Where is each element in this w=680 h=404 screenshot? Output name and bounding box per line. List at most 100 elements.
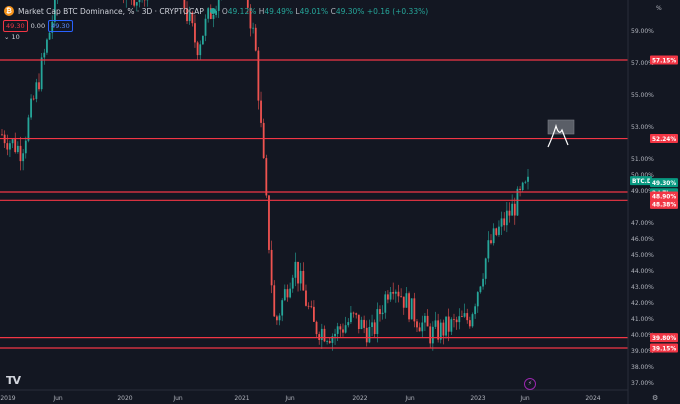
time-axis[interactable]: 2019 Jun 2020 Jun 2021 Jun 2022 Jun 2023 Jun 2024 bbox=[0, 395, 600, 402]
candle bbox=[527, 176, 529, 182]
candle bbox=[471, 314, 474, 327]
candle bbox=[384, 294, 387, 313]
volume-indicator[interactable]: ⌄ 10 bbox=[4, 33, 20, 41]
candle bbox=[357, 314, 360, 329]
candle bbox=[397, 291, 400, 297]
candle bbox=[355, 313, 358, 315]
price-badge-label: 39.15% bbox=[652, 346, 676, 352]
sell-button[interactable]: 49.30 bbox=[3, 20, 28, 32]
candle bbox=[326, 341, 329, 342]
candle bbox=[30, 98, 32, 118]
time-tick-label: 2023 bbox=[470, 395, 485, 402]
candle bbox=[262, 122, 265, 159]
candle bbox=[344, 325, 347, 333]
price-tick-label: 59.00% bbox=[631, 28, 654, 35]
buy-button[interactable]: 49.30 bbox=[48, 20, 73, 32]
candle bbox=[212, 14, 215, 19]
candle bbox=[524, 181, 527, 183]
gear-icon[interactable]: ⚙ bbox=[652, 394, 658, 402]
tradingview-logo-icon[interactable]: TV bbox=[6, 374, 21, 387]
candle bbox=[302, 270, 305, 291]
candle bbox=[431, 326, 434, 344]
candle bbox=[429, 326, 432, 344]
candle bbox=[490, 240, 492, 244]
candle bbox=[410, 298, 413, 320]
candle bbox=[268, 195, 270, 250]
price-tick-label: 53.00% bbox=[631, 124, 654, 131]
candle bbox=[482, 278, 484, 287]
candle bbox=[246, 0, 249, 8]
candle bbox=[408, 293, 410, 320]
candle bbox=[217, 0, 220, 11]
candle bbox=[310, 306, 313, 308]
candle bbox=[413, 298, 416, 322]
candle bbox=[442, 322, 445, 336]
candle bbox=[315, 321, 318, 335]
candle bbox=[286, 289, 289, 298]
candle bbox=[51, 21, 54, 33]
candle bbox=[40, 57, 43, 90]
candle bbox=[445, 316, 447, 336]
time-tick-label: 2022 bbox=[352, 395, 367, 402]
candle bbox=[283, 289, 286, 301]
price-badge bbox=[650, 55, 678, 65]
price-badge bbox=[650, 199, 678, 209]
candle bbox=[402, 296, 405, 308]
time-tick-label: 2024 bbox=[585, 395, 600, 402]
price-badge bbox=[650, 343, 678, 353]
candle bbox=[371, 322, 373, 328]
time-tick-label: Jun bbox=[172, 395, 183, 402]
candle bbox=[27, 117, 30, 141]
candle bbox=[320, 328, 323, 340]
candle bbox=[252, 27, 255, 29]
candle bbox=[379, 309, 381, 315]
candle bbox=[365, 327, 368, 343]
candle bbox=[476, 292, 479, 307]
candle bbox=[35, 82, 38, 99]
candle bbox=[455, 319, 458, 323]
candle bbox=[513, 203, 516, 216]
candle bbox=[294, 261, 297, 278]
axis-unit-label: % bbox=[656, 5, 662, 12]
candle bbox=[194, 23, 196, 43]
candle bbox=[463, 313, 466, 317]
candle bbox=[479, 286, 482, 293]
candle bbox=[191, 12, 194, 24]
candle bbox=[1, 134, 3, 136]
price-badge-label: 48.90% bbox=[652, 194, 676, 200]
candle bbox=[22, 153, 25, 162]
candle bbox=[260, 100, 262, 123]
chart-header: ₿ Market Cap BTC Dominance, % · 3D · CRY… bbox=[4, 4, 428, 18]
ohlc-readout: O49.12% H49.49% L49.01% C49.30% +0.16 (+… bbox=[221, 6, 429, 16]
price-tick-label: 37.00% bbox=[631, 380, 654, 387]
candle bbox=[16, 145, 19, 153]
lightning-icon[interactable]: ⚡ bbox=[524, 378, 536, 390]
horizontal-levels[interactable] bbox=[0, 59, 628, 349]
candle bbox=[265, 158, 268, 196]
price-tick-label: 57.00% bbox=[631, 60, 654, 67]
candle bbox=[376, 309, 379, 335]
candle bbox=[6, 143, 9, 150]
candle bbox=[389, 291, 392, 300]
price-tick-label: 43.00% bbox=[631, 284, 654, 291]
candle bbox=[215, 10, 218, 15]
candle bbox=[453, 319, 455, 321]
price-axis[interactable]: % 59.00% 57.00% 55.00% 53.00% 51.00% 50.00% 49.… bbox=[631, 5, 662, 387]
drawing-annotation[interactable] bbox=[547, 119, 575, 148]
candle bbox=[199, 44, 202, 56]
candle bbox=[342, 329, 344, 333]
price-badge bbox=[650, 134, 678, 144]
candle bbox=[249, 7, 252, 29]
candle bbox=[511, 203, 514, 216]
price-tick-label: 55.00% bbox=[631, 92, 654, 99]
candle bbox=[434, 320, 437, 327]
time-tick-label: 2021 bbox=[234, 395, 249, 402]
time-tick-label: Jun bbox=[284, 395, 295, 402]
candle bbox=[275, 316, 278, 321]
candle bbox=[373, 322, 376, 335]
candle bbox=[297, 261, 299, 284]
symbol-title[interactable]: Market Cap BTC Dominance, % · 3D · CRYPT… bbox=[18, 6, 204, 16]
candle bbox=[273, 285, 276, 317]
candle bbox=[439, 322, 442, 340]
